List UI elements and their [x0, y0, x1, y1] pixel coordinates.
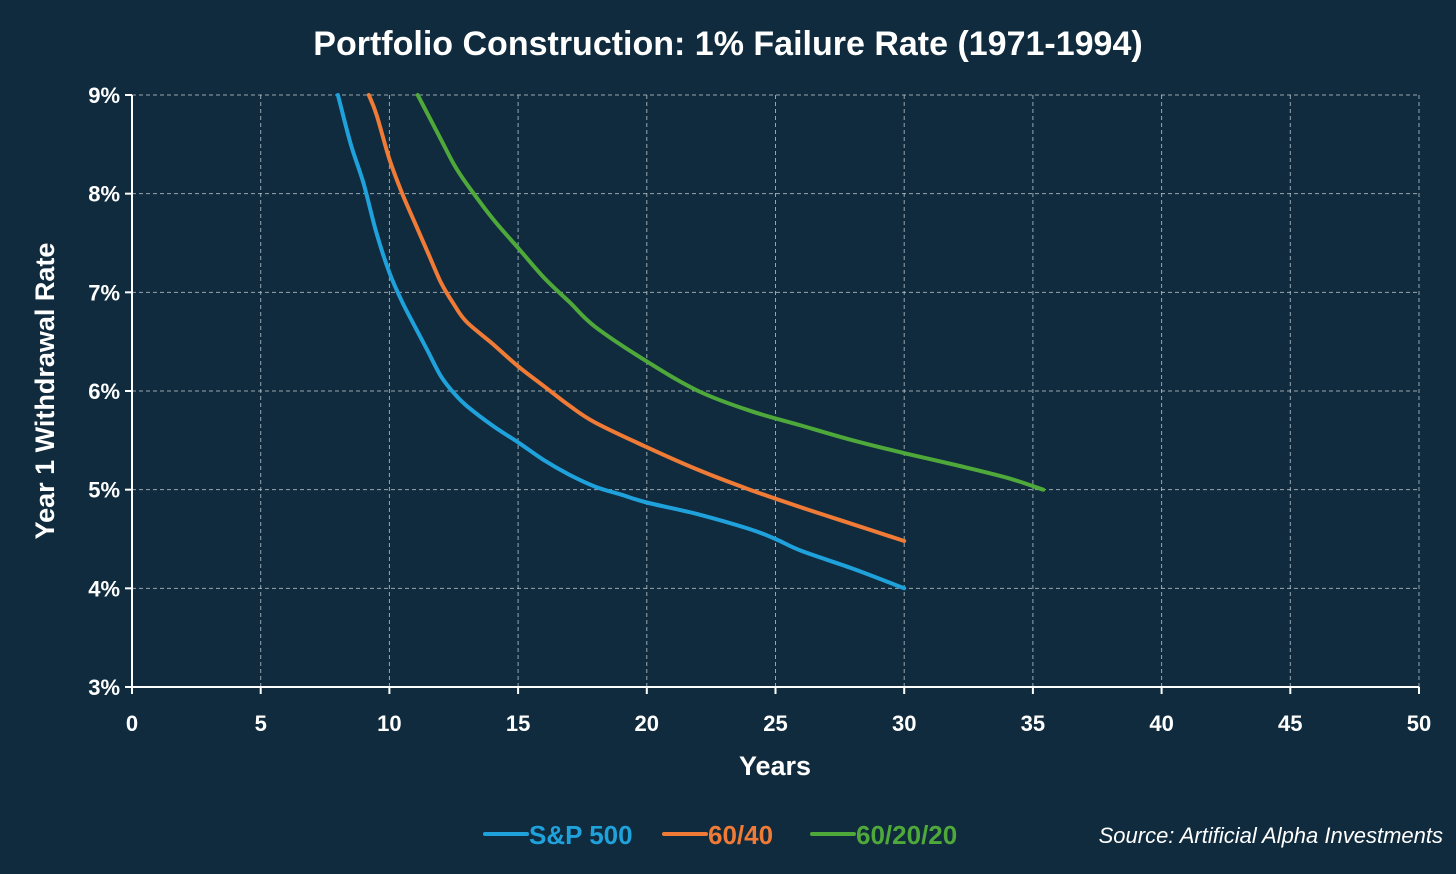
x-tick-label: 15 [506, 711, 530, 736]
y-tick-label: 6% [88, 379, 120, 404]
legend-label-s-p-500: S&P 500 [529, 820, 633, 850]
x-tick-label: 20 [635, 711, 659, 736]
y-tick-label: 7% [88, 280, 120, 305]
x-tick-label: 45 [1278, 711, 1302, 736]
x-axis-label: Years [739, 751, 811, 781]
grid [132, 94, 1420, 687]
chart-title: Portfolio Construction: 1% Failure Rate … [313, 25, 1142, 63]
legend: S&P 500 60/40 60/20/20 [483, 820, 957, 850]
series-line-60-40 [366, 93, 907, 543]
series-lines [335, 93, 1046, 591]
axes [125, 94, 1420, 694]
x-tick-label: 35 [1021, 711, 1045, 736]
y-tick-label: 9% [88, 83, 120, 108]
x-tick-label: 5 [255, 711, 267, 736]
x-tick-label: 30 [892, 711, 916, 736]
y-tick-label: 8% [88, 182, 120, 207]
x-tick-label: 10 [377, 711, 401, 736]
y-tick-label: 3% [88, 675, 120, 700]
y-axis-label: Year 1 Withdrawal Rate [30, 243, 60, 540]
legend-label-60-20-20: 60/20/20 [856, 820, 957, 850]
source-note: Source: Artificial Alpha Investments [1099, 823, 1443, 848]
series-line-60-20-20 [415, 93, 1046, 492]
x-tick-label: 25 [763, 711, 787, 736]
x-tick-label: 40 [1149, 711, 1173, 736]
legend-label-60-40: 60/40 [708, 820, 773, 850]
tick-labels: 0 5 10 15 20 25 30 35 40 45 50 3% 4% 5% 6% 7% 8% 9% [88, 83, 1431, 736]
x-tick-label: 50 [1407, 711, 1431, 736]
x-tick-label: 0 [126, 711, 138, 736]
y-tick-label: 4% [88, 576, 120, 601]
y-tick-label: 5% [88, 478, 120, 503]
series-line-s-p-500 [335, 93, 907, 591]
